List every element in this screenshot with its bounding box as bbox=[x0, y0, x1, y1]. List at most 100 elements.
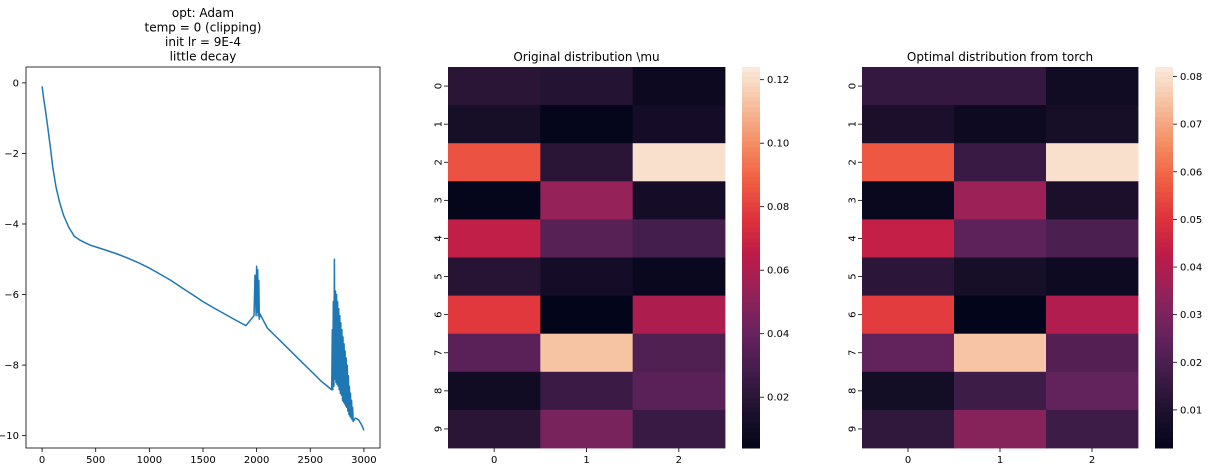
colorbar-segment bbox=[1155, 382, 1173, 389]
colorbar-segment bbox=[1155, 257, 1173, 264]
colorbar-segment bbox=[1155, 372, 1173, 379]
col-label: 2 bbox=[1089, 455, 1095, 466]
colorbar-segment bbox=[742, 242, 760, 248]
heatmap-cell bbox=[1046, 143, 1139, 182]
heatmap-cell bbox=[1046, 371, 1139, 411]
original-distribution-heatmap: Original distribution \mu 0 1 2 3 4 5 6 7 8 9 0 1 2 0.… bbox=[434, 50, 790, 466]
colorbar-tick-label: 0.07 bbox=[1180, 120, 1202, 131]
colorbar-segment bbox=[1155, 237, 1173, 243]
colorbar-segment bbox=[742, 237, 760, 243]
colorbar-segment bbox=[1155, 207, 1173, 213]
colorbar-segment bbox=[742, 412, 760, 419]
colorbar-segment bbox=[1155, 262, 1173, 269]
colorbar-segment bbox=[742, 112, 760, 118]
colorbar-segment bbox=[1155, 217, 1173, 223]
colorbar-segment bbox=[742, 212, 760, 218]
colorbar-tick-label: 0.02 bbox=[767, 393, 789, 404]
colorbar-segment bbox=[742, 332, 760, 339]
colorbar-segment bbox=[742, 322, 760, 329]
colorbar-tick-label: 0.08 bbox=[1180, 72, 1202, 83]
loss-series-line bbox=[41, 86, 365, 431]
colorbar-segment bbox=[742, 92, 760, 98]
y-tick-label: −6 bbox=[4, 290, 19, 301]
heatmap-cell bbox=[540, 333, 634, 373]
row-label: 5 bbox=[848, 273, 859, 279]
colorbar-segment bbox=[742, 187, 760, 193]
heatmap-cell bbox=[862, 67, 955, 106]
colorbar-segment bbox=[1155, 287, 1173, 294]
colorbar-segment bbox=[742, 132, 760, 138]
colorbar-segment bbox=[1155, 82, 1173, 88]
colorbar-segment bbox=[1155, 437, 1173, 444]
colorbar-segment bbox=[742, 307, 760, 314]
colorbar-segment bbox=[742, 67, 760, 73]
colorbar-segment bbox=[1155, 387, 1173, 394]
colorbar-segment bbox=[1155, 77, 1173, 83]
colorbar-segment bbox=[742, 207, 760, 213]
colorbar-segment bbox=[742, 377, 760, 384]
colorbar-segment bbox=[1155, 187, 1173, 193]
col-label: 2 bbox=[676, 455, 682, 466]
colorbar-segment bbox=[1155, 427, 1173, 434]
colorbar-tick-label: 0.01 bbox=[1180, 405, 1202, 416]
heatmap-cell bbox=[540, 409, 634, 449]
col-label: 0 bbox=[905, 455, 911, 466]
heatmap-cell bbox=[448, 181, 541, 220]
row-label: 5 bbox=[434, 273, 445, 279]
colorbar-segment bbox=[742, 272, 760, 279]
heatmap-cell bbox=[954, 295, 1047, 335]
colorbar-segment bbox=[1155, 167, 1173, 173]
colorbar-segment bbox=[742, 217, 760, 223]
colorbar-tick-label: 0.08 bbox=[767, 202, 789, 213]
colorbar-segment bbox=[1155, 407, 1173, 414]
heatmap-cell bbox=[1046, 257, 1139, 296]
row-label: 3 bbox=[848, 197, 859, 203]
heatmap-cell bbox=[540, 143, 634, 182]
heatmap-cell bbox=[632, 67, 726, 106]
colorbar-segment bbox=[742, 172, 760, 178]
col-label: 1 bbox=[583, 455, 589, 466]
row-label: 2 bbox=[434, 159, 445, 165]
heatmap-cell bbox=[954, 409, 1047, 449]
colorbar-segment bbox=[742, 317, 760, 324]
heatmap-cell bbox=[448, 295, 541, 335]
row-label: 4 bbox=[434, 235, 445, 241]
colorbar-segment bbox=[742, 157, 760, 163]
heatmap-cell bbox=[954, 67, 1047, 106]
heatmap-cell bbox=[954, 181, 1047, 220]
colorbar-segment bbox=[742, 437, 760, 444]
x-tick-label: 0 bbox=[39, 455, 45, 466]
colorbar-segment bbox=[1155, 162, 1173, 168]
colorbar-segment bbox=[742, 422, 760, 429]
colorbar-segment bbox=[1155, 327, 1173, 334]
colorbar-segment bbox=[742, 137, 760, 143]
colorbar-segment bbox=[742, 362, 760, 369]
heatmap-cell bbox=[448, 143, 541, 182]
x-tick-label: 2500 bbox=[298, 455, 323, 466]
heatmap-cell bbox=[632, 181, 726, 220]
colorbar-segment bbox=[742, 107, 760, 113]
colorbar-segment bbox=[742, 302, 760, 309]
colorbar-segment bbox=[742, 382, 760, 389]
colorbar-tick-label: 0.12 bbox=[767, 75, 789, 86]
heatmap-cell bbox=[1046, 295, 1139, 335]
colorbar-segment bbox=[1155, 97, 1173, 103]
chart-title-line: opt: Adam bbox=[172, 6, 234, 20]
heatmap-title: Optimal distribution from torch bbox=[907, 50, 1093, 64]
heatmap-cell bbox=[1046, 181, 1139, 220]
heatmap-cell bbox=[540, 105, 634, 144]
heatmap-cell bbox=[448, 333, 541, 373]
colorbar-segment bbox=[1155, 112, 1173, 118]
colorbar-segment bbox=[742, 222, 760, 228]
colorbar-segment bbox=[742, 287, 760, 294]
colorbar-segment bbox=[1155, 317, 1173, 324]
chart-title-line: temp = 0 (clipping) bbox=[145, 21, 262, 35]
heatmap-cell bbox=[1046, 219, 1139, 258]
heatmap-cell bbox=[632, 295, 726, 335]
heatmap-cell bbox=[632, 333, 726, 373]
colorbar-segment bbox=[742, 297, 760, 304]
colorbar-segment bbox=[742, 232, 760, 238]
colorbar-segment bbox=[742, 347, 760, 354]
colorbar-segment bbox=[742, 342, 760, 349]
heatmap-cell bbox=[448, 371, 541, 411]
